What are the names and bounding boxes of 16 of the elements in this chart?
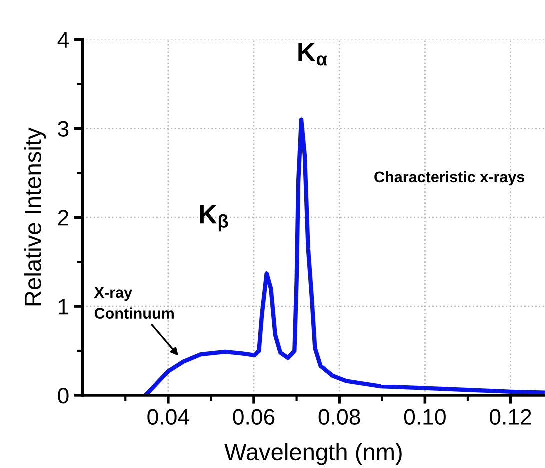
x-tick-label: 0.12 — [490, 409, 532, 425]
x-tick-label: 0.10 — [404, 409, 446, 425]
y-tick-label: 1 — [58, 299, 69, 315]
x-tick-label: 0.08 — [318, 409, 360, 425]
annotation: K$_{β}$ — [200, 205, 228, 232]
y-tick-label: 2 — [58, 210, 69, 226]
x-tick-label: 0.06 — [233, 409, 275, 425]
annotation: K$_{α}$ — [298, 43, 328, 66]
annotation: Characteristic x-rays — [374, 171, 525, 186]
y-tick-label: 4 — [58, 32, 69, 48]
x-tick-label: 0.04 — [148, 409, 190, 425]
x-axis-title: Wavelength (nm) — [224, 443, 402, 466]
y-tick-label: 0 — [58, 388, 69, 404]
y-tick-label: 3 — [58, 121, 69, 137]
annotation: X-ray Continuum — [94, 287, 174, 319]
y-axis-title: Relative Intensity — [24, 128, 46, 306]
